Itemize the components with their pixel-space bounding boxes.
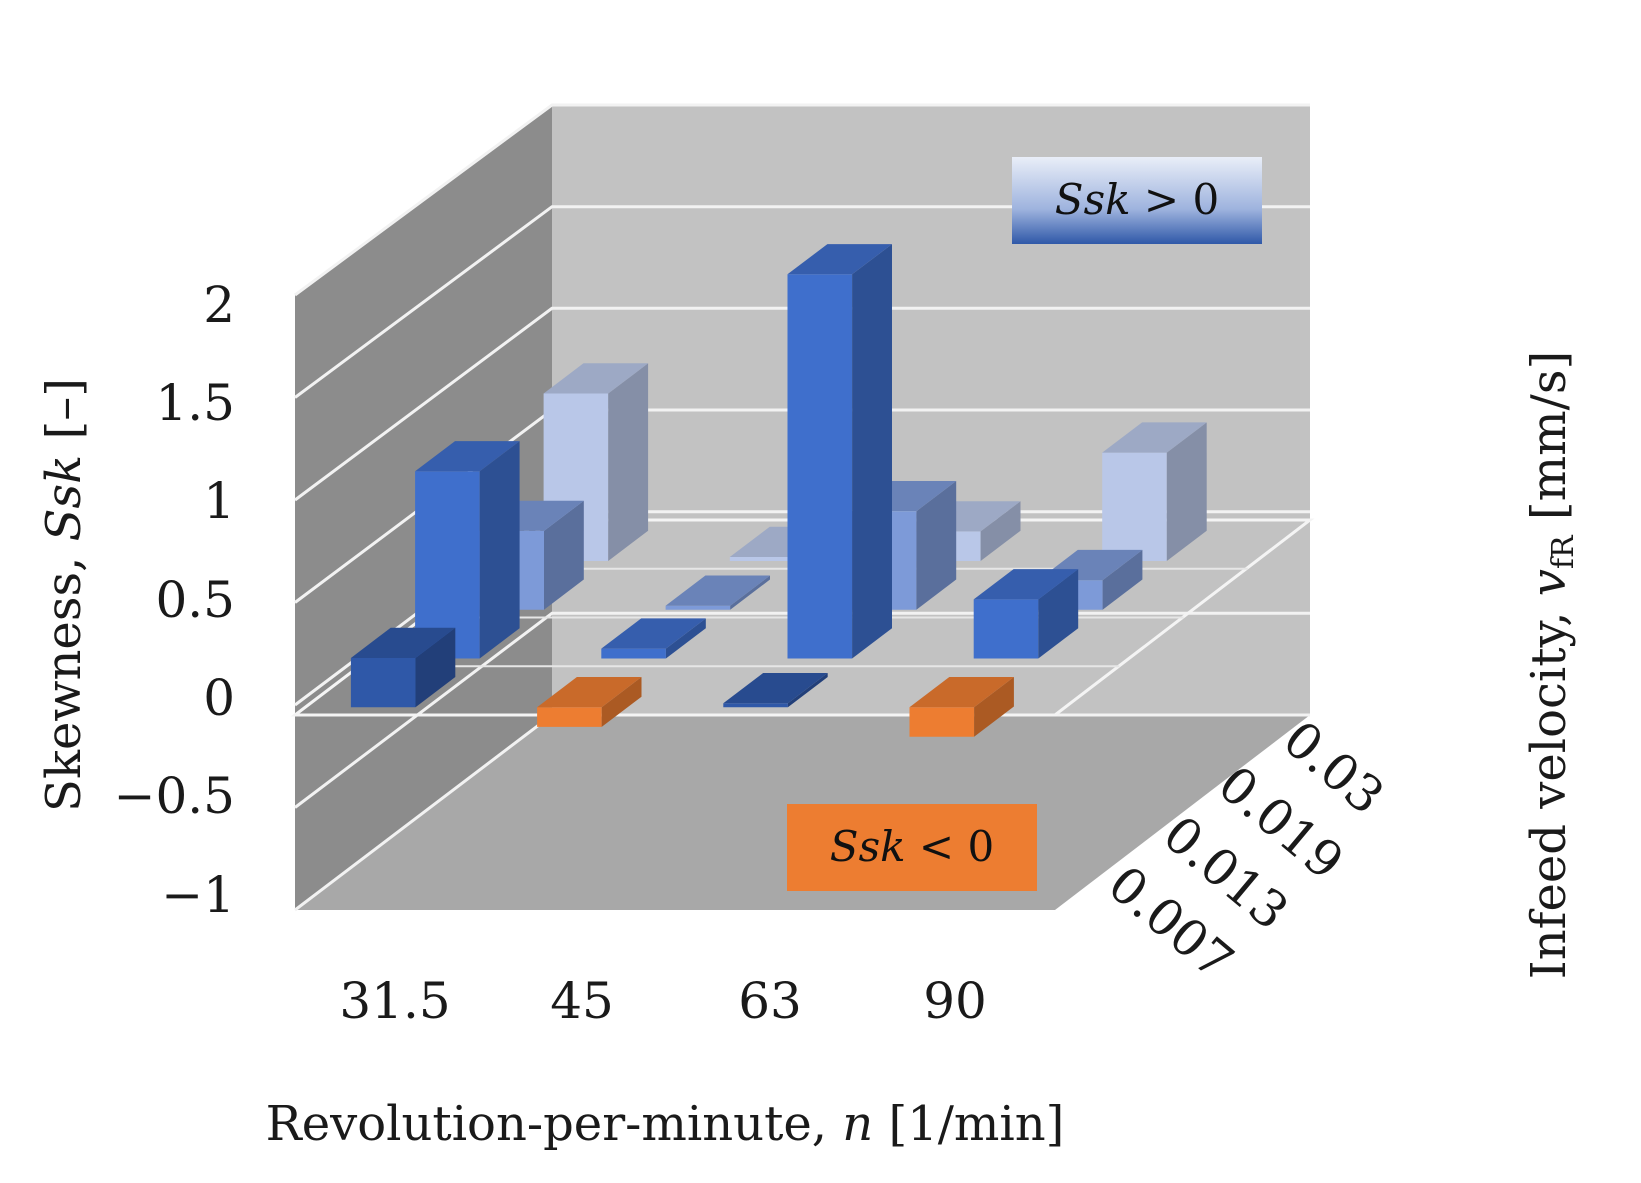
x-tick-label: 63	[738, 972, 802, 1030]
y-axis-title: Skewness, Ssk [–]	[36, 378, 92, 812]
bar-side-face	[1102, 549, 1143, 610]
legend-positive: Ssk > 0	[1012, 157, 1262, 244]
y-axis-title-symbol: Ssk	[36, 455, 92, 542]
bar-top-face	[537, 677, 642, 708]
bar-side-face	[608, 363, 649, 561]
bar-top-face	[543, 363, 649, 394]
y-axis-tick-labels: 2 1.5 1 0.5 0 −0.5 −1	[114, 276, 235, 924]
y-tick-label: 2	[203, 276, 235, 334]
bar-side-face	[665, 618, 706, 659]
bar-side-face	[974, 677, 1014, 737]
bar-side-face	[852, 244, 892, 659]
bar-top-face	[787, 244, 892, 275]
legend-positive-symbol: Ssk	[1055, 175, 1131, 224]
bar-front-face	[350, 658, 416, 708]
y-axis-title-part: Skewness,	[36, 541, 92, 812]
x-axis-title-unit: [1/min]	[873, 1096, 1064, 1152]
bar-front-face	[973, 599, 1039, 659]
bar	[415, 441, 520, 659]
bar	[350, 627, 456, 708]
bar-front-face	[1102, 452, 1167, 561]
y-tick-label: −0.5	[114, 767, 235, 825]
z-axis-title: Infeed velocity, vfR [mm/s]	[1521, 351, 1581, 979]
z-axis-title-part: Infeed velocity,	[1521, 596, 1577, 979]
x-axis-tick-labels: 31.5 45 63 90	[339, 972, 986, 1030]
legend-negative: Ssk < 0	[787, 804, 1037, 891]
bar-front-face	[723, 703, 788, 708]
bar	[537, 677, 642, 727]
bar-top-face	[415, 441, 520, 472]
bar-front-face	[537, 707, 602, 727]
bar-top-face	[1102, 422, 1207, 453]
legend-negative-condition: < 0	[906, 822, 995, 871]
bar-side-face	[787, 673, 828, 708]
bar-top-face	[973, 569, 1079, 600]
legend-positive-condition: > 0	[1131, 175, 1220, 224]
bar-side-face	[601, 677, 642, 727]
z-axis-title-symbol: v	[1521, 569, 1577, 596]
bar	[973, 569, 1079, 659]
bar-side-face	[730, 575, 770, 610]
y-tick-label: 0.5	[155, 571, 235, 629]
legend-negative-symbol: Ssk	[830, 822, 906, 871]
bar-front-face	[909, 707, 975, 737]
x-tick-label: 45	[550, 972, 614, 1030]
bar-side-face	[544, 500, 584, 610]
bar-top-face	[723, 673, 828, 704]
bar-top-face	[909, 677, 1014, 708]
y-axis-title-unit: [–]	[36, 378, 92, 455]
bar-front-face	[665, 605, 731, 610]
bar-front-face	[729, 557, 795, 561]
z-axis-title-subscript: fR	[1546, 534, 1581, 569]
bar	[601, 618, 706, 659]
bar-side-face	[415, 627, 456, 708]
y-tick-label: −1	[161, 866, 235, 924]
gridline	[294, 103, 1310, 297]
legend-negative-swatch	[787, 804, 1037, 891]
bar-front-face	[415, 471, 480, 659]
x-axis-title-symbol: n	[842, 1096, 873, 1152]
bar	[909, 677, 1014, 737]
bar-front-face	[601, 648, 666, 659]
x-tick-label: 31.5	[339, 972, 450, 1030]
x-tick-label: 90	[923, 972, 987, 1030]
y-tick-label: 1	[203, 472, 235, 530]
bar-side-face	[479, 441, 520, 659]
bar-side-face	[1166, 422, 1207, 561]
bar-top-face	[665, 575, 770, 606]
bar	[787, 244, 892, 659]
bar	[665, 575, 770, 610]
y-tick-label: 1.5	[155, 374, 235, 432]
bar-side-face	[1038, 569, 1079, 659]
bar-top-face	[601, 618, 706, 649]
bar-side-face	[916, 481, 957, 610]
bar-side-face	[980, 501, 1021, 561]
gridline	[294, 306, 1310, 502]
x-axis-title: Revolution-per-minute, n [1/min]	[266, 1096, 1065, 1152]
x-axis-title-part: Revolution-per-minute,	[266, 1096, 843, 1152]
legend-positive-label: Ssk > 0	[1055, 175, 1219, 224]
bars	[350, 244, 1207, 737]
legend-positive-swatch	[1012, 157, 1262, 244]
z-axis-title-unit: [mm/s]	[1521, 351, 1577, 536]
legend-negative-label: Ssk < 0	[830, 822, 994, 871]
bar	[723, 673, 828, 708]
y-tick-label: 0	[203, 669, 235, 727]
bar	[1102, 422, 1207, 561]
bar-front-face	[787, 274, 853, 659]
bar-top-face	[350, 627, 456, 658]
